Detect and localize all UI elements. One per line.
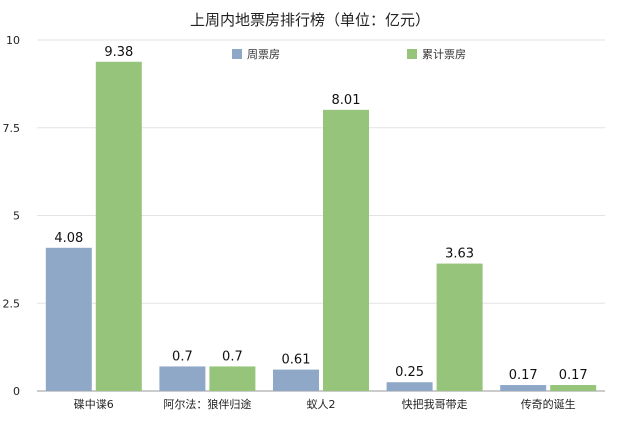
bar-weekly: [159, 366, 206, 391]
bar-weekly: [45, 247, 92, 391]
x-category-label: 碟中谍6: [74, 398, 114, 411]
bar-weekly: [386, 382, 433, 391]
bar-weekly: [500, 385, 547, 391]
data-label: 0.17: [509, 368, 538, 383]
legend-swatch-cumulative: [407, 49, 417, 59]
chart-title: 上周内地票房排行榜（单位：亿元）: [190, 11, 430, 29]
data-label: 0.7: [222, 349, 243, 364]
y-axis: 0 2.5 5 7.5 10: [3, 34, 21, 398]
y-tick-label: 10: [6, 34, 20, 47]
legend-swatch-weekly: [232, 49, 242, 59]
bars: [45, 61, 597, 392]
legend: 周票房 累计票房: [232, 48, 466, 61]
bar-cumulative: [95, 61, 142, 392]
legend-label-weekly: 周票房: [247, 48, 280, 61]
data-label: 0.7: [172, 349, 193, 364]
x-category-label: 蚁人2: [307, 398, 336, 411]
y-tick-label: 5: [13, 210, 20, 223]
x-category-label: 快把我哥带走: [402, 397, 468, 411]
bar-cumulative: [550, 385, 597, 391]
bar-cumulative: [209, 366, 256, 391]
data-label: 0.61: [282, 353, 311, 368]
x-category-label: 阿尔法：狼伴归途: [163, 397, 251, 411]
bar-cumulative: [323, 109, 369, 391]
y-tick-label: 7.5: [3, 122, 21, 135]
bar-weekly: [273, 369, 319, 391]
y-tick-label: 0: [13, 385, 20, 398]
data-label: 3.63: [445, 247, 474, 262]
data-label: 4.08: [54, 231, 83, 246]
x-axis: 碟中谍6 阿尔法：狼伴归途 蚁人2 快把我哥带走 传奇的诞生: [74, 397, 576, 411]
data-label: 0.25: [395, 365, 424, 380]
bar-cumulative: [436, 263, 483, 391]
y-tick-label: 2.5: [3, 297, 21, 310]
data-label: 8.01: [332, 93, 361, 108]
data-labels: 4.08 9.38 0.7 0.7 0.61 8.01 0.25 3.63 0.17 0.17: [54, 45, 587, 383]
x-category-label: 传奇的诞生: [521, 397, 576, 411]
data-label: 9.38: [104, 45, 133, 60]
legend-label-cumulative: 累计票房: [422, 48, 466, 61]
data-label: 0.17: [559, 368, 588, 383]
